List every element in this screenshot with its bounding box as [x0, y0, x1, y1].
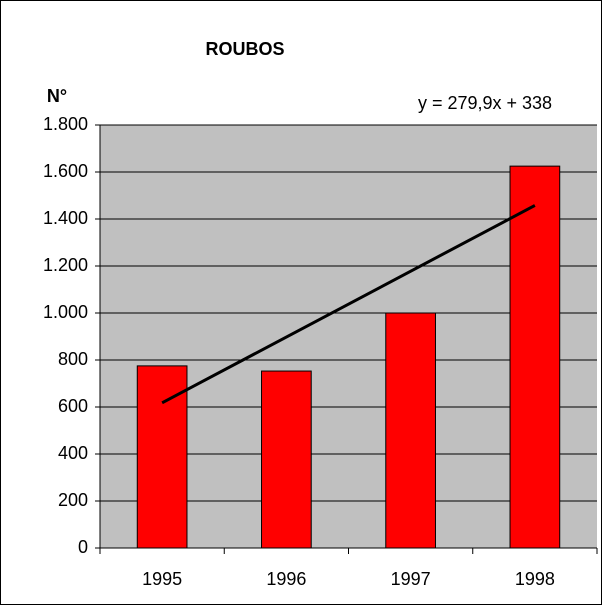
y-tick-label: 1.000 — [43, 302, 88, 322]
bar — [385, 312, 436, 549]
bar — [261, 370, 312, 549]
y-tick-label: 200 — [58, 490, 88, 510]
trendline-equation: y = 279,9x + 338 — [418, 93, 552, 113]
y-tick-label: 1.200 — [43, 255, 88, 275]
y-tick-label: 1.600 — [43, 161, 88, 181]
chart-title: ROUBOS — [205, 39, 284, 59]
y-tick-label: 1.800 — [43, 114, 88, 134]
x-tick-label: 1997 — [391, 569, 431, 589]
x-tick-label: 1998 — [515, 569, 555, 589]
y-tick-label: 0 — [78, 537, 88, 557]
x-tick-label: 1996 — [266, 569, 306, 589]
bar — [509, 165, 561, 549]
y-tick-label: 1.400 — [43, 208, 88, 228]
trendline — [161, 204, 536, 405]
y-tick-label: 400 — [58, 443, 88, 463]
y-axis-label: N° — [47, 86, 67, 106]
y-tick-label: 800 — [58, 349, 88, 369]
y-tick-label: 600 — [58, 396, 88, 416]
x-tick-label: 1995 — [142, 569, 182, 589]
